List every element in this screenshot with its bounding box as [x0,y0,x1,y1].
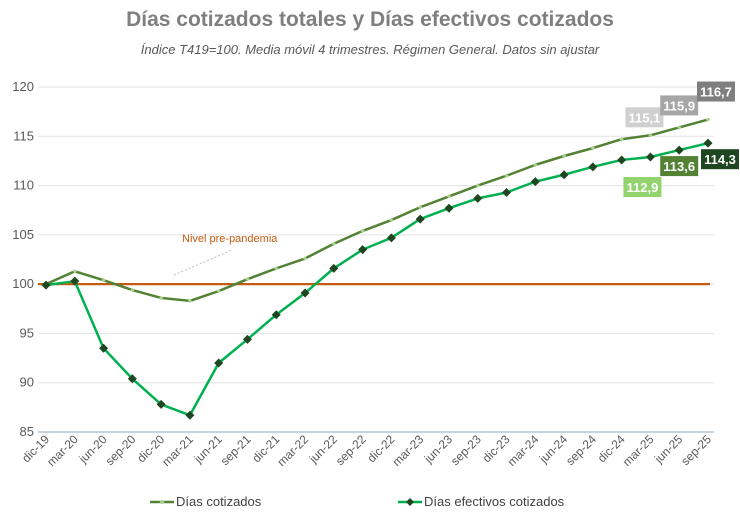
legend-line-dias-cotizados-icon [150,499,174,504]
series-0-point [590,145,596,151]
data-label-text: 112,9 [627,180,659,195]
gridlines [38,86,714,433]
x-tick-label: sep-20 [103,432,139,468]
y-tick-label: 120 [12,79,34,94]
series-1-point [415,214,425,224]
y-tick-label: 110 [13,178,34,193]
series-0-point [648,133,653,138]
reference-label: Nivel pre-pandemia [182,233,278,245]
x-tick-label: mar-21 [159,432,196,469]
data-label-box [660,156,699,177]
series-0-point [274,266,279,271]
series-1-point [617,155,627,165]
legend-label-dias-cotizados: Días cotizados [176,494,262,509]
series-0-point [417,205,423,210]
series-0-point [101,278,106,283]
y-tick-label: 95 [20,325,34,340]
x-tick-label: mar-23 [390,432,427,469]
x-axis-ticks: dic-19mar-20jun-20sep-20dic-20mar-21jun-… [19,432,714,469]
data-label-text: 113,6 [663,159,695,174]
x-tick-label: mar-22 [274,432,311,469]
data-label-box [701,149,739,170]
data-label-text: 116,7 [700,85,732,100]
series-1-point [386,233,396,243]
series-1-point [329,263,339,273]
series-1-point [185,410,195,420]
series-1-point [214,358,224,368]
chart-subtitle: Índice T419=100. Media móvil 4 trimestre… [140,42,600,57]
x-tick-label: sep-25 [678,432,714,468]
series-0-point [331,241,337,246]
data-label-box [623,176,662,197]
series-group [41,117,713,420]
legend-line-dias-efectivos-icon [398,497,422,506]
chart-title: Días cotizados totales y Días efectivos … [126,8,614,31]
series-1-point [559,170,569,180]
series-1-point [300,288,310,298]
series-0-point [705,117,711,122]
series-0-point [504,173,509,178]
data-label-box [660,95,699,116]
series-0-point [561,153,567,159]
series-0-point [677,125,682,130]
x-tick-label: sep-24 [563,432,599,468]
series-1-point [645,152,655,162]
series-0-point [302,256,308,261]
series-1-point [473,193,483,203]
reference-leader-line [173,249,233,276]
series-1-point [271,310,281,320]
data-label-box [625,107,664,128]
series-0-point [130,287,135,293]
x-tick-label: sep-21 [218,432,254,468]
x-tick-label: sep-22 [333,432,369,468]
y-axis-ticks: 85 90 95 100 105 110 115 120 [12,79,34,439]
series-1-point [99,343,109,353]
series-1-point [444,203,454,213]
series-1-point [588,162,598,172]
series-1-point [41,280,51,290]
pre-pandemic-reference: Nivel pre-pandemia [38,233,710,286]
series-0-point [533,162,538,168]
y-tick-label: 90 [20,375,34,390]
series-1-point [358,245,368,255]
series-1-point [703,138,713,148]
series-line-0 [45,118,709,303]
y-tick-label: 100 [12,276,34,291]
series-1-point [242,334,252,344]
legend-item-dias-efectivos: Días efectivos cotizados [398,494,564,509]
data-label-box [697,81,735,102]
series-0-point [389,217,394,223]
series-1-point [70,276,80,286]
series-1-point [502,187,512,197]
series-1-point [127,374,137,384]
legend-label-dias-efectivos: Días efectivos cotizados [424,494,565,509]
x-tick-label: mar-20 [44,432,81,469]
x-tick-label: sep-23 [448,432,484,468]
series-0-point [216,288,221,294]
y-tick-label: 115 [13,128,34,143]
x-tick-label: mar-25 [620,432,657,469]
series-1-point [530,177,540,187]
series-0-point [446,194,452,199]
data-label-text: 115,1 [629,110,661,125]
series-0-point [475,183,480,188]
x-tick-label: mar-24 [505,432,542,469]
legend-item-dias-cotizados: Días cotizados [150,494,261,509]
series-1-point [156,399,166,409]
series-0-point [187,298,193,304]
series-line-1 [45,141,709,417]
series-0-point [158,295,164,301]
series-0-point [72,269,77,274]
series-0-point [619,137,624,142]
data-label-text: 114,3 [704,152,736,167]
series-0-point [245,277,250,282]
y-tick-label: 105 [12,227,34,242]
data-label-text: 115,9 [663,98,695,113]
series-1-point [674,145,684,155]
series-0-point [360,228,365,234]
y-tick-label: 85 [20,424,34,439]
